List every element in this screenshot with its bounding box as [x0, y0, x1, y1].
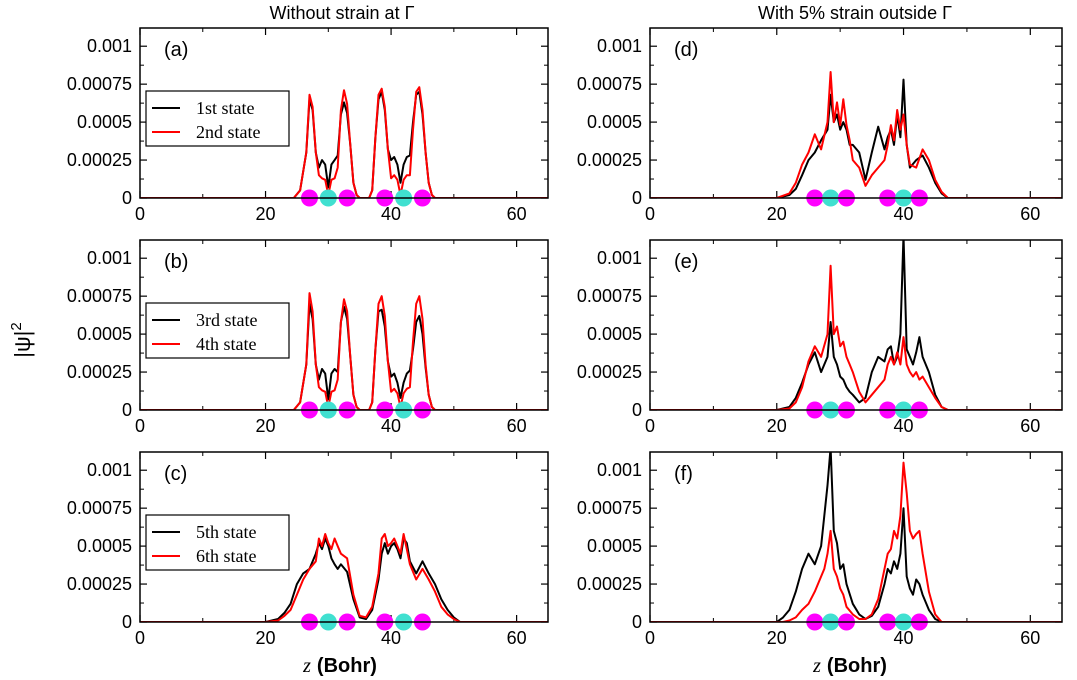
x-tick-label: 40: [381, 628, 401, 648]
legend: 5th state 6th state: [146, 515, 289, 570]
y-tick-label: 0.00075: [67, 286, 132, 306]
y-tick-label: 0: [122, 612, 132, 632]
figure: Without strain at Γ With 5% strain outsi…: [0, 0, 1077, 680]
x-axis-label-right: z (Bohr): [812, 655, 887, 677]
y-tick-label: 0.00025: [577, 574, 642, 594]
x-tick-label: 60: [1020, 204, 1040, 224]
panel-tag: (c): [164, 463, 187, 485]
legend-label: 6th state: [196, 546, 257, 566]
x-tick-label: 60: [507, 416, 527, 436]
panel-a: 0 0.00025 0.0005 0.00075 0.001 0 20 40 60 (a) 1st …: [67, 28, 548, 224]
series-line-5th-state: [650, 447, 1062, 622]
x-tick-label: 40: [894, 416, 914, 436]
x-tick-label: 40: [381, 416, 401, 436]
series-line-4th-state: [650, 266, 1062, 410]
y-tick-label: 0.00025: [67, 150, 132, 170]
ylabel-base: |ψ|: [10, 331, 35, 358]
y-tick-label: 0.00075: [67, 498, 132, 518]
y-axis-label: |ψ|2: [8, 322, 35, 357]
x-tick-label: 20: [767, 628, 787, 648]
y-tick-label: 0.0005: [77, 324, 132, 344]
x-tick-label: 0: [645, 204, 655, 224]
y-tick-label: 0.00075: [577, 74, 642, 94]
y-tick-label: 0.00025: [577, 150, 642, 170]
panel-c: 0 0.00025 0.0005 0.00075 0.001 0 20 40 60 (c) 5th …: [67, 452, 548, 648]
panels: 0 0.00025 0.0005 0.00075 0.001 0 20 40 60 (a) 1st …: [67, 28, 1062, 648]
x-tick-label: 40: [894, 628, 914, 648]
series-line-2nd-state: [650, 72, 1062, 198]
xlabel-unit: (Bohr): [827, 655, 887, 677]
x-tick-label: 20: [767, 416, 787, 436]
series-line-1st-state: [650, 80, 1062, 198]
y-tick-label: 0.001: [87, 460, 132, 480]
panel-d: 0 0.00025 0.0005 0.00075 0.001 0 20 40 60 (d): [577, 28, 1062, 224]
x-tick-label: 20: [256, 204, 276, 224]
x-axis-label-left: z (Bohr): [302, 655, 377, 677]
plot-frame: [650, 28, 1062, 198]
y-tick-label: 0.00075: [67, 74, 132, 94]
x-tick-label: 60: [507, 204, 527, 224]
y-tick-label: 0: [632, 400, 642, 420]
y-tick-label: 0.0005: [77, 112, 132, 132]
panel-f: 0 0.00025 0.0005 0.00075 0.001 0 20 40 60 (f): [577, 447, 1062, 648]
series-line-6th-state: [650, 463, 1062, 622]
y-tick-label: 0.00075: [577, 498, 642, 518]
figure-svg: Without strain at Γ With 5% strain outsi…: [0, 0, 1077, 680]
legend-label: 2nd state: [196, 122, 261, 142]
y-tick-label: 0.0005: [77, 536, 132, 556]
panel-tag: (d): [674, 39, 698, 61]
x-tick-label: 0: [645, 416, 655, 436]
col-title-right: With 5% strain outside Γ: [758, 3, 952, 23]
panel-tag: (b): [164, 251, 188, 273]
legend-label: 1st state: [196, 98, 255, 118]
x-tick-label: 60: [1020, 628, 1040, 648]
x-tick-label: 60: [507, 628, 527, 648]
y-tick-label: 0: [122, 188, 132, 208]
y-tick-label: 0.00075: [577, 286, 642, 306]
x-tick-label: 60: [1020, 416, 1040, 436]
y-tick-label: 0: [632, 612, 642, 632]
panel-tag: (a): [164, 39, 188, 61]
legend: 1st state 2nd state: [146, 91, 289, 146]
x-tick-label: 20: [256, 416, 276, 436]
xlabel-var: z: [812, 655, 821, 677]
legend-label: 4th state: [196, 334, 257, 354]
legend: 3rd state 4th state: [146, 303, 289, 358]
xlabel-unit: (Bohr): [317, 655, 377, 677]
x-tick-label: 40: [381, 204, 401, 224]
x-tick-label: 20: [256, 628, 276, 648]
x-tick-label: 0: [645, 628, 655, 648]
panel-tag: (e): [674, 251, 698, 273]
y-tick-label: 0.001: [87, 36, 132, 56]
y-tick-label: 0.001: [87, 248, 132, 268]
x-tick-label: 0: [135, 204, 145, 224]
y-tick-label: 0.0005: [587, 324, 642, 344]
x-tick-label: 40: [894, 204, 914, 224]
x-tick-label: 20: [767, 204, 787, 224]
y-tick-label: 0: [632, 188, 642, 208]
y-tick-label: 0: [122, 400, 132, 420]
x-tick-label: 0: [135, 416, 145, 436]
panel-tag: (f): [674, 463, 693, 485]
panel-b: 0 0.00025 0.0005 0.00075 0.001 0 20 40 60 (b) 3rd …: [67, 240, 548, 436]
xlabel-var: z: [302, 655, 311, 677]
y-tick-label: 0.0005: [587, 536, 642, 556]
legend-label: 5th state: [196, 522, 257, 542]
y-tick-label: 0.001: [597, 36, 642, 56]
legend-label: 3rd state: [196, 310, 257, 330]
y-tick-label: 0.001: [597, 248, 642, 268]
y-tick-label: 0.00025: [577, 362, 642, 382]
ylabel-sup: 2: [8, 322, 25, 330]
y-tick-label: 0.0005: [587, 112, 642, 132]
x-tick-label: 0: [135, 628, 145, 648]
y-tick-label: 0.001: [597, 460, 642, 480]
svg-text:|ψ|2: |ψ|2: [8, 322, 35, 357]
plot-frame: [650, 452, 1062, 622]
col-title-left: Without strain at Γ: [270, 3, 415, 23]
y-tick-label: 0.00025: [67, 574, 132, 594]
panel-e: 0 0.00025 0.0005 0.00075 0.001 0 20 40 60 (e): [577, 235, 1062, 436]
y-tick-label: 0.00025: [67, 362, 132, 382]
